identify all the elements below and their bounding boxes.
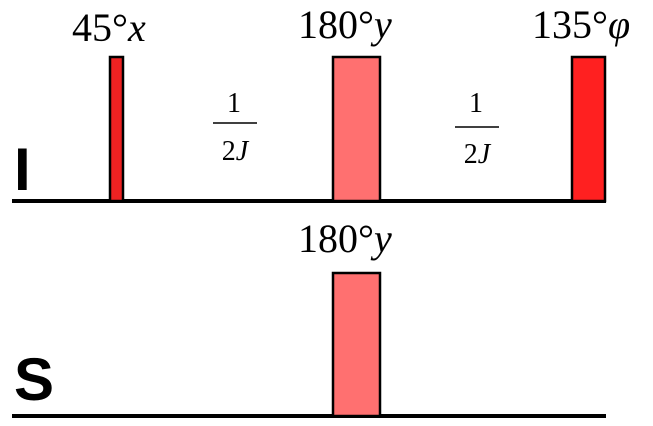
pulse-i-45x — [108, 55, 125, 203]
delay-1-denominator-var: J — [236, 136, 250, 167]
pulse-i-180y-angle: 180° — [298, 2, 374, 47]
delay-2-fraction: 1 2J — [455, 88, 499, 170]
delay-2-numerator: 1 — [469, 88, 483, 119]
pulse-i-135phi-label: 135°φ — [532, 2, 630, 47]
delay-1-numerator: 1 — [227, 88, 241, 119]
channel-s-label: S — [14, 346, 54, 413]
pulse-i-45x-angle: 45° — [72, 5, 128, 50]
pulse-i-135phi-phase: φ — [608, 2, 630, 47]
delay-2-denominator: 2J — [464, 139, 492, 170]
pulse-i-135phi-angle: 135° — [532, 2, 608, 47]
delay-2-denominator-coef: 2 — [464, 139, 478, 170]
pulse-s-180y-angle: 180° — [298, 216, 374, 261]
pulse-i-135phi — [570, 55, 607, 203]
pulse-s-180y — [331, 271, 382, 418]
delay-1-denominator-coef: 2 — [222, 136, 236, 167]
pulse-s-180y-phase: y — [370, 216, 392, 261]
pulse-i-45x-label: 45°x — [72, 5, 146, 50]
pulse-i-180y-phase: y — [370, 2, 392, 47]
pulse-i-180y — [331, 55, 382, 203]
delay-1-denominator: 2J — [222, 136, 250, 167]
delay-2-denominator-var: J — [478, 139, 492, 170]
pulse-i-45x-phase: x — [127, 5, 146, 50]
channel-i-label: I — [14, 136, 31, 203]
delay-1-fraction: 1 2J — [213, 88, 257, 167]
pulse-s-180y-label: 180°y — [298, 216, 392, 261]
pulse-i-180y-label: 180°y — [298, 2, 392, 47]
